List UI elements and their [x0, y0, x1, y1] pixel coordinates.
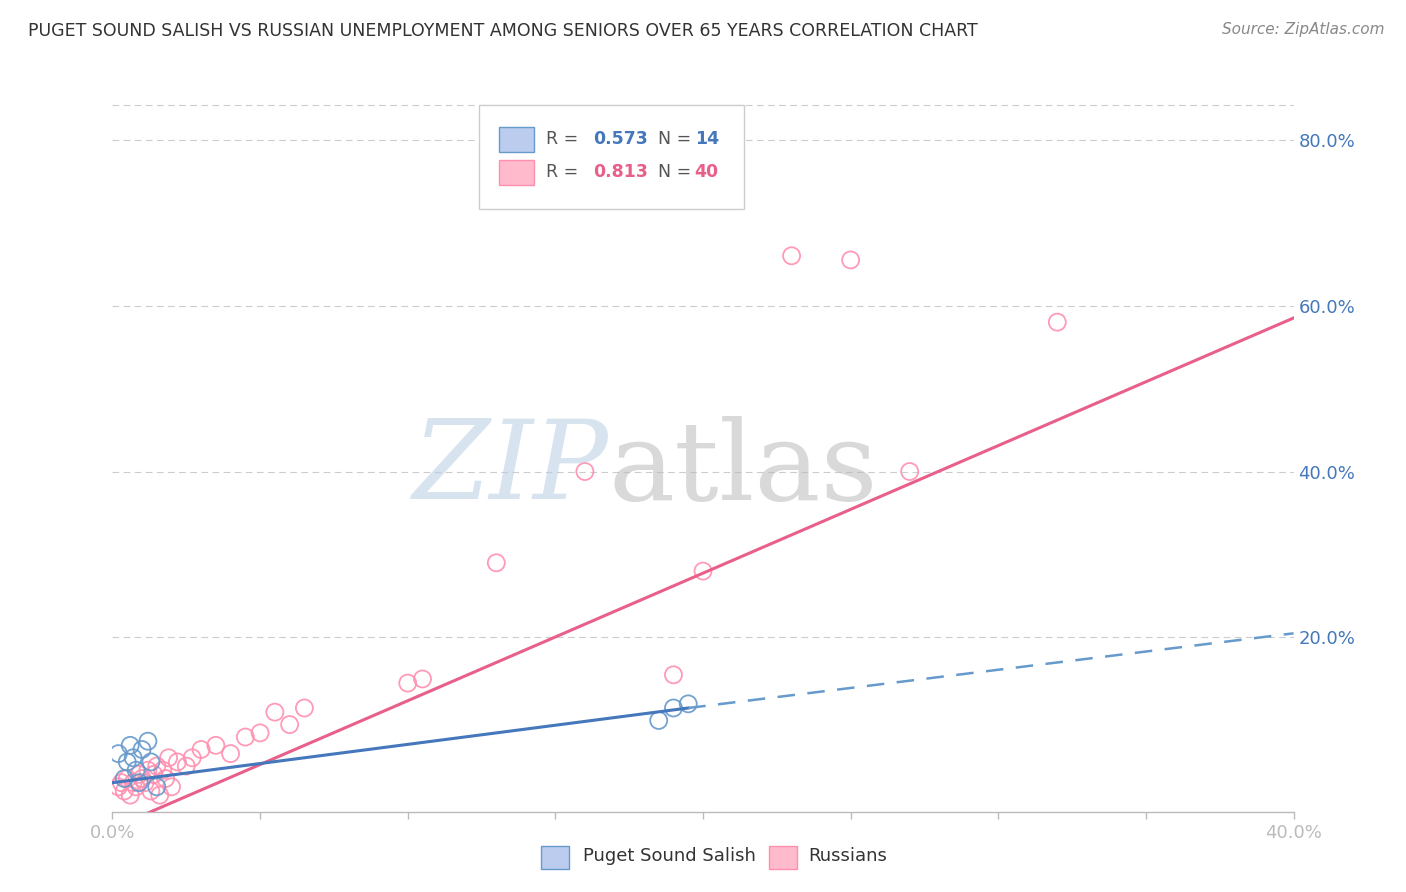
Point: [166, 755, 188, 769]
Point: [278, 717, 301, 731]
Text: atlas: atlas: [609, 416, 879, 523]
Point: [292, 701, 315, 715]
Y-axis label: Unemployment Among Seniors over 65 years: Unemployment Among Seniors over 65 years: [0, 266, 8, 644]
Text: 14: 14: [695, 130, 718, 148]
Point: [131, 772, 153, 786]
Bar: [499, 161, 534, 186]
Point: [134, 775, 156, 789]
Point: [157, 751, 180, 765]
Point: [692, 564, 714, 578]
Point: [647, 714, 671, 728]
Point: [678, 697, 700, 711]
Text: 40: 40: [695, 163, 718, 181]
Point: [233, 730, 256, 744]
Point: [110, 775, 132, 789]
Point: [662, 701, 685, 715]
Point: [128, 767, 150, 781]
Point: [249, 726, 271, 740]
Point: [152, 763, 174, 777]
Point: [125, 763, 148, 777]
Bar: [541, 846, 569, 869]
Point: [136, 734, 159, 748]
Point: [190, 742, 212, 756]
Point: [149, 788, 172, 802]
Point: [107, 747, 129, 761]
Text: N =: N =: [648, 163, 697, 181]
Text: ZIP: ZIP: [412, 416, 609, 523]
Bar: [499, 127, 534, 152]
Point: [112, 784, 135, 798]
Point: [117, 755, 138, 769]
Point: [117, 772, 138, 786]
Point: [396, 676, 419, 690]
Point: [160, 780, 183, 794]
Point: [205, 739, 228, 753]
Text: Puget Sound Salish: Puget Sound Salish: [583, 847, 756, 865]
Text: Russians: Russians: [808, 847, 887, 865]
Point: [139, 755, 162, 769]
Point: [120, 739, 142, 753]
Point: [120, 788, 142, 802]
Point: [780, 249, 803, 263]
Point: [139, 784, 162, 798]
Point: [131, 742, 153, 756]
Point: [264, 705, 287, 719]
Point: [898, 465, 921, 479]
Point: [128, 775, 150, 789]
Point: [136, 763, 159, 777]
Point: [411, 672, 433, 686]
Point: [839, 252, 862, 267]
Text: N =: N =: [648, 130, 697, 148]
Point: [174, 759, 197, 773]
Point: [485, 556, 508, 570]
Point: [574, 465, 596, 479]
Text: Source: ZipAtlas.com: Source: ZipAtlas.com: [1222, 22, 1385, 37]
Point: [107, 780, 129, 794]
Point: [122, 775, 145, 789]
Point: [122, 751, 145, 765]
Text: R =: R =: [546, 130, 583, 148]
Point: [219, 747, 242, 761]
Point: [146, 780, 169, 794]
Text: 0.813: 0.813: [593, 163, 648, 181]
Point: [181, 751, 204, 765]
Bar: [769, 846, 797, 869]
Text: R =: R =: [546, 163, 583, 181]
Point: [125, 780, 148, 794]
Text: 0.573: 0.573: [593, 130, 648, 148]
Point: [155, 772, 177, 786]
Point: [1046, 315, 1069, 329]
Point: [146, 759, 169, 773]
Point: [142, 767, 165, 781]
Point: [662, 668, 685, 682]
Point: [112, 772, 135, 786]
FancyBboxPatch shape: [478, 105, 744, 209]
Text: PUGET SOUND SALISH VS RUSSIAN UNEMPLOYMENT AMONG SENIORS OVER 65 YEARS CORRELATI: PUGET SOUND SALISH VS RUSSIAN UNEMPLOYME…: [28, 22, 977, 40]
